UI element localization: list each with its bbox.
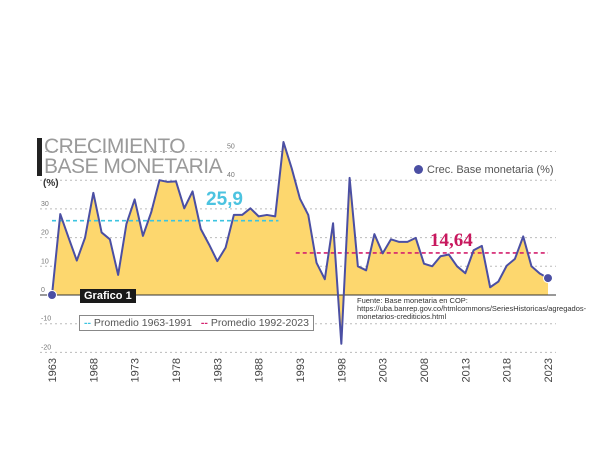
x-tick-label: 1998: [336, 358, 348, 382]
legend-series-label: Crec. Base monetaria (%): [427, 164, 554, 176]
data-point-marker: [47, 290, 57, 300]
y-tick-label: 30: [41, 201, 49, 208]
x-tick-label: 2013: [460, 358, 472, 382]
x-tick-label: 2008: [419, 358, 431, 382]
legend-avg-1: Promedio 1963-1991: [93, 317, 192, 329]
series-line: [51, 141, 549, 345]
y-tick-label: 10: [41, 258, 49, 265]
x-tick-label: 1973: [130, 358, 142, 382]
x-tick-label: 2023: [543, 358, 555, 382]
title-bar: [37, 138, 42, 176]
chart-title: CRECIMIENTO BASE MONETARIA: [44, 135, 223, 178]
series-area: [52, 142, 548, 344]
legend-dash-2: --: [200, 317, 208, 329]
chart-number-label: Grafico 1: [80, 289, 136, 303]
legend-dash-1: --: [84, 317, 91, 329]
y-tick-label: 40: [227, 172, 235, 179]
y-tick-label: 50: [227, 144, 235, 151]
y-tick-label: 0: [41, 287, 45, 294]
legend-marker: [414, 165, 423, 174]
x-tick-label: 2003: [378, 358, 390, 382]
x-tick-label: 1983: [212, 358, 224, 382]
y-axis-label: (%): [43, 178, 59, 189]
y-tick-label: -20: [41, 344, 51, 351]
x-tick-label: 1968: [88, 358, 100, 382]
x-tick-label: 1988: [254, 358, 266, 382]
y-tick-label: -10: [41, 316, 51, 323]
x-tick-label: 1993: [295, 358, 307, 382]
x-tick-label: 2018: [502, 358, 514, 382]
legend-averages: -- Promedio 1963-1991 -- Promedio 1992-2…: [79, 315, 314, 331]
legend-series: Crec. Base monetaria (%): [414, 164, 554, 176]
data-point-marker: [543, 273, 553, 284]
avg-label-2: 14,64: [430, 230, 473, 251]
x-tick-label: 1963: [47, 358, 59, 382]
avg-label-1: 25,9: [206, 189, 243, 210]
x-tick-label: 1978: [171, 358, 183, 382]
y-tick-label: 20: [41, 230, 49, 237]
source-note: Fuente: Base monetaria en COP: https://u…: [357, 296, 587, 321]
legend-avg-2: Promedio 1992-2023: [210, 317, 309, 329]
